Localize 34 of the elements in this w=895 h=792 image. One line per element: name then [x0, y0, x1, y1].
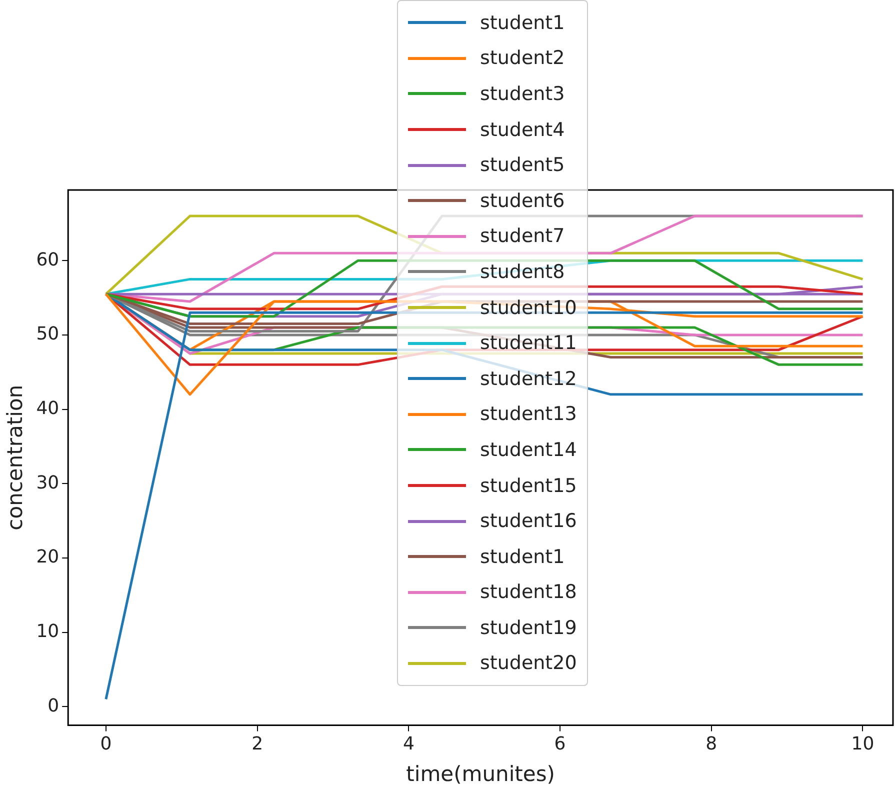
legend-label: student4: [480, 118, 565, 141]
legend-label: student5: [480, 154, 565, 176]
y-axis-title: concentration: [3, 384, 28, 530]
x-axis-title: time(munites): [406, 762, 555, 786]
y-tick-label: 20: [36, 546, 60, 568]
y-tick-label: 60: [36, 249, 60, 270]
x-tick-label: 0: [100, 734, 112, 755]
legend-label: student11: [480, 332, 577, 354]
legend-label: student20: [480, 652, 577, 674]
x-tick-label: 4: [402, 734, 414, 755]
x-tick-label: 10: [851, 734, 874, 755]
legend-label: student15: [480, 474, 577, 497]
legend-label: student8: [480, 260, 565, 283]
x-tick-label: 6: [554, 734, 566, 755]
legend-label: student2: [480, 47, 565, 70]
legend-label: student10: [480, 296, 577, 319]
legend-label: student19: [480, 616, 577, 639]
y-tick-label: 10: [36, 620, 60, 642]
legend-label: student12: [480, 368, 577, 390]
legend-label: student1: [480, 12, 565, 34]
y-tick-label: 30: [36, 472, 60, 494]
x-tick-label: 8: [706, 734, 718, 755]
legend-label: student13: [480, 403, 577, 426]
y-tick-label: 50: [36, 324, 60, 345]
legend-label: student18: [480, 581, 577, 604]
legend-label: student6: [480, 190, 565, 212]
legend-label: student7: [480, 225, 565, 248]
legend-label: student16: [480, 510, 577, 532]
legend-label: student14: [480, 438, 577, 461]
legend-label: student3: [480, 82, 565, 105]
y-tick-label: 40: [36, 398, 60, 419]
x-tick-label: 2: [252, 734, 264, 755]
y-tick-label: 0: [48, 695, 60, 716]
legend-label: student1: [480, 546, 565, 568]
